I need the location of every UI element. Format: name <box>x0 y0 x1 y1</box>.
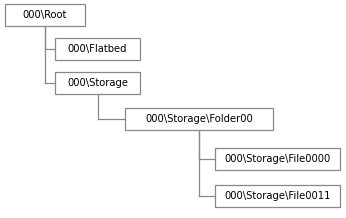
Text: 000\Storage\Folder00: 000\Storage\Folder00 <box>145 114 253 124</box>
Text: 000\Storage\File0000: 000\Storage\File0000 <box>224 154 331 164</box>
FancyBboxPatch shape <box>5 4 85 26</box>
Text: 000\Storage\File0011: 000\Storage\File0011 <box>224 191 331 201</box>
Text: 000\Flatbed: 000\Flatbed <box>68 44 127 54</box>
Text: 000\Root: 000\Root <box>23 10 67 20</box>
Text: 000\Storage: 000\Storage <box>67 78 128 88</box>
FancyBboxPatch shape <box>125 108 273 130</box>
FancyBboxPatch shape <box>55 38 140 60</box>
FancyBboxPatch shape <box>215 185 340 207</box>
FancyBboxPatch shape <box>55 72 140 94</box>
FancyBboxPatch shape <box>215 148 340 170</box>
